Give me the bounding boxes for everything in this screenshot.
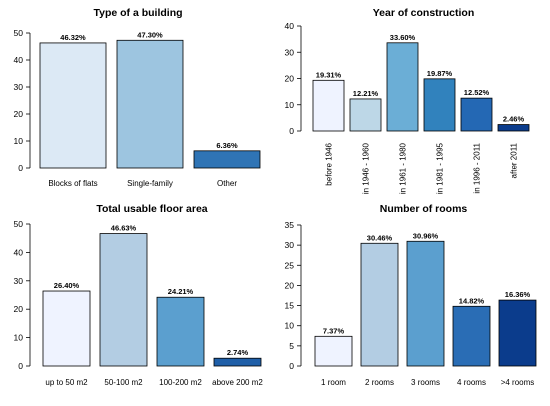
chart-title: Number of rooms (380, 203, 468, 215)
y-tick-label: 30 (285, 47, 295, 57)
chart-title: Year of construction (373, 7, 475, 19)
category-label: 4 rooms (457, 378, 486, 387)
chart-panel-1: Type of a building 0 10 20 30 40 50 46.32% Block… (14, 7, 261, 188)
chart-panel-2: Year of construction 0 10 20 30 40 19.31% befor… (285, 7, 530, 194)
y-tick-label: 25 (285, 260, 295, 270)
y-tick-label: 20 (14, 109, 24, 119)
category-label: >4 rooms (501, 378, 535, 387)
y-tick-label: 10 (14, 333, 24, 343)
y-tick-label: 0 (18, 163, 23, 173)
bar-value-label: 16.36% (505, 290, 531, 299)
category-label: Other (217, 179, 237, 188)
category-label: 50-100 m2 (104, 378, 143, 387)
category-label: before 1946 (325, 142, 334, 185)
category-label: 1 room (321, 378, 346, 387)
category-label: in 1961 - 1980 (399, 142, 408, 194)
bar-3 (193, 150, 261, 169)
category-label: Single-family (127, 179, 173, 188)
bar-value-label: 46.63% (111, 224, 137, 233)
category-label: in 1996 - 2011 (473, 142, 482, 193)
category-label: in 1981 - 1995 (436, 142, 445, 194)
bar-value-label: 2.74% (227, 348, 249, 357)
y-tick-label: 40 (285, 21, 295, 31)
category-label: 3 rooms (411, 378, 440, 387)
bar-value-label: 24.21% (168, 287, 194, 296)
bar-value-label: 26.40% (54, 281, 80, 290)
bar-value-label: 19.31% (316, 70, 342, 79)
y-tick-label: 0 (289, 126, 294, 136)
y-tick-label: 0 (18, 361, 23, 371)
bar-value-label: 14.82% (459, 296, 485, 305)
bar-2 (349, 98, 382, 132)
bar-value-label: 19.87% (427, 69, 453, 78)
category-label: above 200 m2 (212, 378, 263, 387)
category-label: 2 rooms (365, 378, 394, 387)
bar-value-label: 30.96% (413, 231, 439, 240)
y-tick-label: 40 (14, 55, 24, 65)
chart-title: Type of a building (93, 7, 182, 19)
bar-value-label: 6.36% (216, 141, 238, 150)
y-tick-label: 20 (285, 280, 295, 290)
bar-value-label: 7.37% (323, 326, 345, 335)
y-tick-label: 20 (14, 304, 24, 314)
category-label: in 1946 - 1960 (362, 142, 371, 194)
bar-1 (39, 42, 107, 169)
y-tick-label: 50 (14, 28, 24, 38)
bar-3 (156, 296, 205, 367)
bar-2 (116, 39, 184, 169)
y-tick-label: 30 (14, 276, 24, 286)
y-tick-label: 50 (14, 219, 24, 229)
bar-value-label: 12.21% (353, 89, 379, 98)
y-tick-label: 0 (289, 361, 294, 371)
bar-1 (314, 335, 353, 367)
bar-1 (42, 290, 91, 367)
chart-panel-3: Total usable floor area 0 10 20 30 40 50 26.40%… (14, 203, 264, 387)
y-tick-label: 35 (285, 220, 295, 230)
chart-panel-4: Number of rooms 0 5 10 15 20 25 30 35 7.37% 1 room… (285, 203, 537, 387)
bar-value-label: 30.46% (367, 233, 393, 242)
bar-4 (452, 305, 491, 367)
bar-5 (498, 299, 537, 367)
y-tick-label: 40 (14, 247, 24, 257)
category-label: after 2011 (510, 142, 519, 178)
bar-value-label: 47.30% (137, 30, 163, 39)
bar-value-label: 33.60% (390, 33, 416, 42)
y-tick-label: 30 (285, 240, 295, 250)
category-label: up to 50 m2 (45, 378, 88, 387)
category-label: 100-200 m2 (159, 378, 202, 387)
y-tick-label: 15 (285, 301, 295, 311)
y-tick-label: 10 (285, 100, 295, 110)
bar-2 (99, 233, 148, 367)
bar-3 (406, 240, 445, 367)
bar-3 (386, 42, 419, 132)
bar-value-label: 12.52% (464, 88, 490, 97)
y-tick-label: 30 (14, 82, 24, 92)
bar-value-label: 2.46% (503, 115, 525, 124)
bar-5 (460, 97, 493, 132)
bar-1 (312, 79, 345, 132)
category-label: Blocks of flats (48, 179, 97, 188)
bar-value-label: 46.32% (60, 33, 86, 42)
bar-6 (497, 124, 530, 132)
y-tick-label: 5 (289, 341, 294, 351)
bar-4 (423, 78, 456, 132)
bar-4 (213, 357, 262, 367)
y-tick-label: 10 (14, 136, 24, 146)
y-tick-label: 10 (285, 321, 295, 331)
bar-2 (360, 242, 399, 367)
chart-title: Total usable floor area (96, 203, 207, 215)
y-tick-label: 20 (285, 74, 295, 84)
